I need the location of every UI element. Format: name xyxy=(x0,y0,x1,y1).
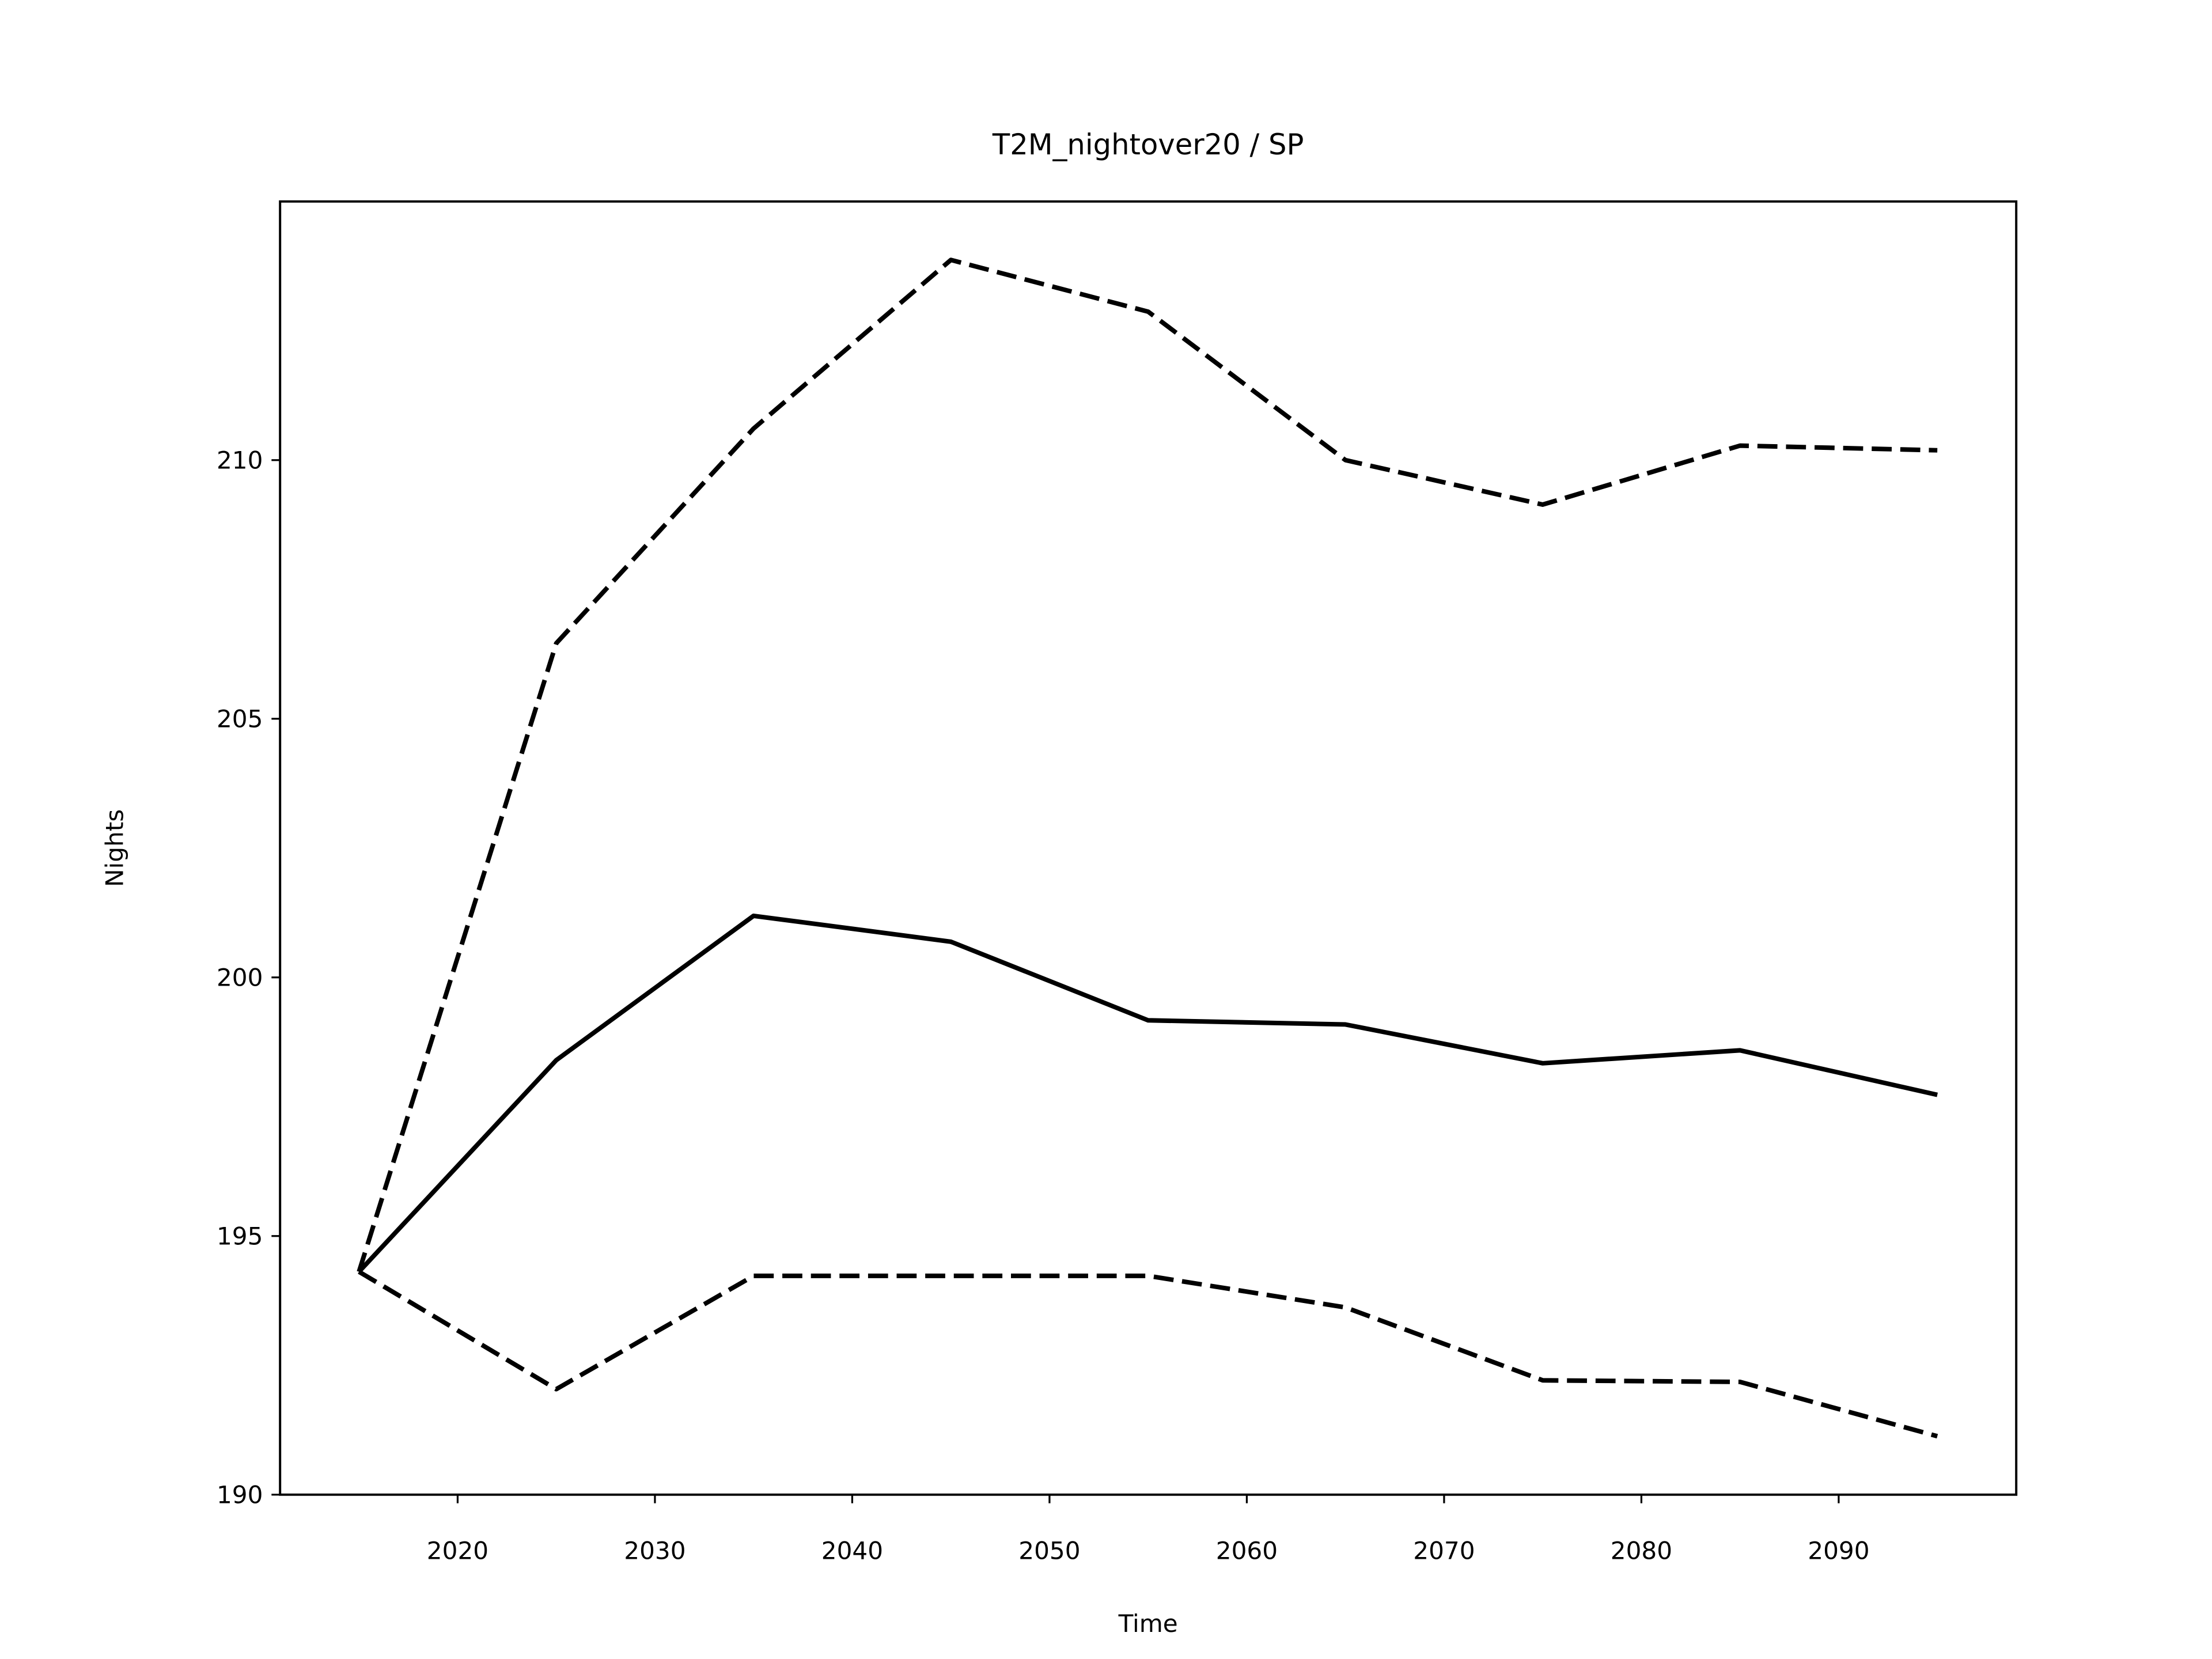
y-tick-label: 210 xyxy=(217,446,263,475)
x-tick-label: 2090 xyxy=(1808,1536,1869,1565)
x-axis-label: Time xyxy=(1118,1609,1178,1638)
y-tick-label: 200 xyxy=(217,964,263,992)
x-tick-label: 2050 xyxy=(1018,1536,1080,1565)
x-tick-label: 2070 xyxy=(1413,1536,1475,1565)
x-tick-label: 2030 xyxy=(624,1536,685,1565)
x-tick-label: 2060 xyxy=(1216,1536,1278,1565)
line-series xyxy=(357,257,1938,1272)
x-tick-label: 2080 xyxy=(1611,1536,1672,1565)
y-tick-label: 195 xyxy=(217,1222,263,1251)
line-series xyxy=(358,1270,1938,1439)
y-tick-label: 190 xyxy=(217,1481,263,1509)
x-tick-label: 2020 xyxy=(427,1536,488,1565)
y-tick-label: 205 xyxy=(217,705,263,733)
chart-title: T2M_nightover20 / SP xyxy=(992,128,1304,161)
x-tick-label: 2040 xyxy=(821,1536,883,1565)
plot-frame xyxy=(279,200,2018,1496)
line-series xyxy=(357,913,1938,1274)
y-axis-label: Nights xyxy=(100,809,128,887)
